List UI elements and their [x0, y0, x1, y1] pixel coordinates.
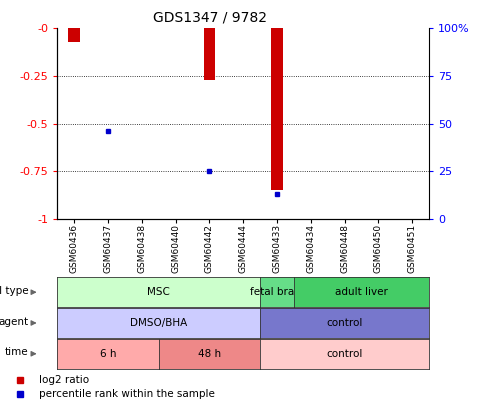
Text: percentile rank within the sample: percentile rank within the sample	[39, 389, 215, 399]
Text: 6 h: 6 h	[100, 349, 116, 359]
Bar	[68, 28, 80, 42]
Text: control: control	[326, 349, 363, 359]
Bar	[204, 28, 216, 80]
Text: control: control	[326, 318, 363, 328]
Text: adult liver: adult liver	[335, 287, 388, 297]
Text: log2 ratio: log2 ratio	[39, 375, 89, 385]
Text: fetal brain: fetal brain	[250, 287, 304, 297]
Bar	[68, 28, 80, 42]
Bar	[271, 28, 283, 190]
Text: DMSO/BHA: DMSO/BHA	[130, 318, 188, 328]
Bar	[204, 28, 216, 80]
Text: MSC: MSC	[147, 287, 170, 297]
Text: agent: agent	[0, 317, 28, 326]
Bar	[271, 28, 283, 190]
Text: 48 h: 48 h	[198, 349, 221, 359]
Text: time: time	[5, 347, 28, 357]
Text: cell type: cell type	[0, 286, 28, 296]
Text: GDS1347 / 9782: GDS1347 / 9782	[153, 10, 266, 24]
